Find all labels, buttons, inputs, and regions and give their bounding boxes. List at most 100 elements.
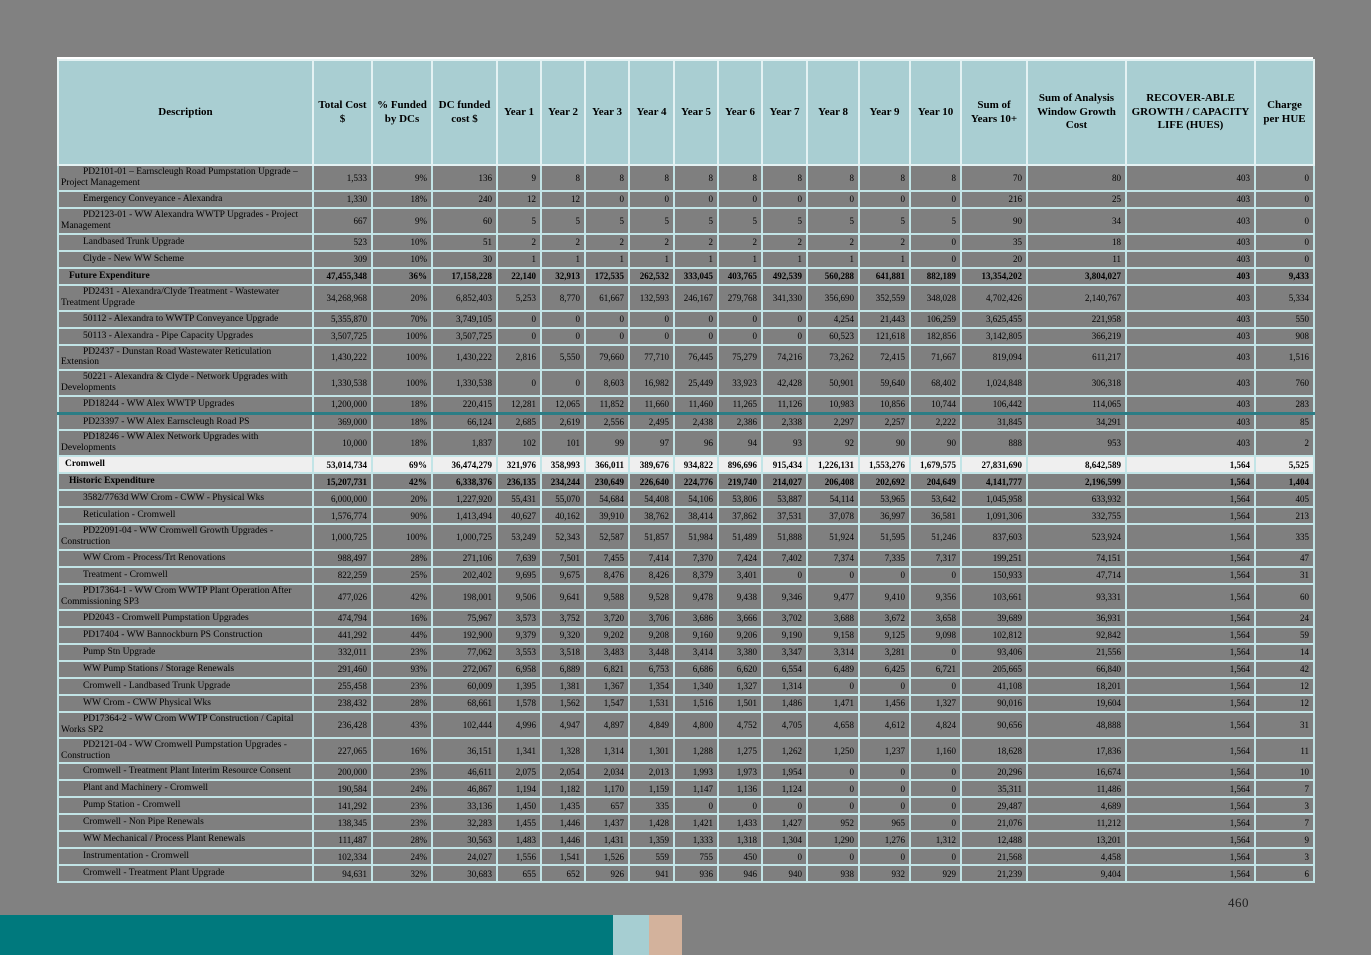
table-cell: 0 (858, 762, 911, 782)
row-description: PD2121-04 - WW Cromwell Pumpstation Upgr… (57, 736, 314, 765)
row-description: PD18244 - WW Alex WWTP Upgrades (57, 395, 314, 415)
column-header: Year 8 (806, 59, 860, 166)
table-cell: 1,531 (628, 693, 675, 713)
table-cell: 1,091,306 (960, 506, 1028, 526)
table-cell: 138,345 (312, 813, 373, 833)
row-description: PD17404 - WW Bannockburn PS Construction (57, 625, 314, 645)
table-cell: 0 (584, 309, 630, 329)
table-row: Future Expenditure 47,455,348 36% 17,158,22… (57, 266, 1315, 286)
table-cell: 1,556 (496, 847, 542, 867)
table-cell: 240 (431, 189, 498, 209)
table-cell: 102,812 (960, 625, 1028, 645)
table-cell: 60,523 (806, 326, 860, 346)
table-cell: 321,976 (496, 455, 542, 475)
table-cell: 132,593 (628, 283, 675, 312)
table-cell: 1 (673, 249, 719, 269)
table-row: PD18246 - WW Alex Network Upgrades with … (57, 429, 1315, 458)
table-cell: 99 (584, 429, 630, 458)
table-cell: 36,151 (431, 736, 498, 765)
table-cell: 1,564 (1125, 830, 1256, 850)
table-cell: 60,009 (431, 676, 498, 696)
table-cell: 4,849 (628, 710, 675, 739)
table-cell: 2,816 (496, 343, 542, 372)
table-cell: 69% (371, 455, 433, 475)
table-cell: 1,564 (1125, 489, 1256, 509)
table-cell: 1,275 (717, 736, 763, 765)
table-cell: 6 (1254, 864, 1315, 884)
table-cell: 136 (431, 164, 498, 192)
table-cell: 5 (628, 206, 675, 235)
table-cell: 3,752 (540, 608, 586, 628)
table-cell: 54,114 (806, 489, 860, 509)
table-cell: 819,094 (960, 343, 1028, 372)
table-cell: 9% (371, 206, 433, 235)
header-row: Description Total Cost $% Funded by DCs DC… (57, 59, 1315, 166)
table-cell: 52,343 (540, 523, 586, 551)
table-cell: 523,924 (1026, 523, 1127, 551)
table-cell: 106,259 (909, 309, 962, 329)
table-cell: 9,438 (717, 582, 763, 611)
table-cell: 1,456 (858, 693, 911, 713)
table-cell: 13,354,202 (960, 266, 1028, 286)
table-cell: 550 (1254, 309, 1315, 329)
table-cell: 79,660 (584, 343, 630, 372)
table-row: PD17404 - WW Bannockburn PS Construction… (57, 625, 1315, 645)
table-cell: 1,486 (761, 693, 808, 713)
table-cell: 51,246 (909, 523, 962, 551)
table-cell: 90 (858, 429, 911, 458)
table-cell: 4,658 (806, 710, 860, 739)
table-cell: 6,852,403 (431, 283, 498, 312)
table-cell: 3,706 (628, 608, 675, 628)
table-cell: 0 (717, 326, 763, 346)
table-cell: 70% (371, 309, 433, 329)
table-cell: 150,933 (960, 565, 1028, 585)
table-cell: 1,954 (761, 762, 808, 782)
table-cell: 1,564 (1125, 472, 1256, 492)
table-cell: 1,437 (584, 813, 630, 833)
table-cell: 2,222 (909, 412, 962, 432)
table-cell: 1,290 (806, 830, 860, 850)
table-cell: 633,932 (1026, 489, 1127, 509)
table-cell: 12,488 (960, 830, 1028, 850)
table-cell: 0 (806, 796, 860, 816)
table-cell: 405 (1254, 489, 1315, 509)
table-cell: 1,354 (628, 676, 675, 696)
table-cell: 141,292 (312, 796, 373, 816)
table-cell: 51,888 (761, 523, 808, 551)
table-cell: 1,327 (717, 676, 763, 696)
table-cell: 6,000,000 (312, 489, 373, 509)
row-description: WW Pump Stations / Storage Renewals (57, 659, 314, 679)
table-cell: 204,649 (909, 472, 962, 492)
row-description: Historic Expenditure (57, 472, 314, 492)
table-cell: 29,487 (960, 796, 1028, 816)
table-cell: 450 (717, 847, 763, 867)
table-cell: 11 (1254, 736, 1315, 765)
row-description: Plant and Machinery - Cromwell (57, 779, 314, 799)
table-cell: 30,563 (431, 830, 498, 850)
row-description: 3582/7763d WW Crom - CWW - Physical Wks (57, 489, 314, 509)
table-cell: 0 (806, 762, 860, 782)
table-cell: 2 (761, 232, 808, 252)
table-cell: 0 (761, 796, 808, 816)
table-cell: 74,216 (761, 343, 808, 372)
table-cell: 0 (806, 676, 860, 696)
row-description: Cromwell (57, 455, 314, 475)
page-number: 460 (1228, 895, 1249, 910)
column-header: Year 1 (496, 59, 542, 166)
table-cell: 90 (960, 206, 1028, 235)
table-cell: 53,887 (761, 489, 808, 509)
table-cell: 5 (806, 206, 860, 235)
row-description: Instrumentation - Cromwell (57, 847, 314, 867)
cost-table: Description Total Cost $% Funded by DCs DC… (57, 59, 1315, 884)
table-cell: 7,374 (806, 548, 860, 568)
table-cell: 200,000 (312, 762, 373, 782)
column-header: Total Cost $ (312, 59, 373, 166)
table-cell: 5,550 (540, 343, 586, 372)
table-row: Historic Expenditure 15,207,731 42% 6,338,3… (57, 472, 1315, 492)
table-cell: 216 (960, 189, 1028, 209)
table-cell: 7,402 (761, 548, 808, 568)
table-row: Emergency Conveyance - Alexandra 1,330 18%… (57, 189, 1315, 209)
table-cell: 1,837 (431, 429, 498, 458)
column-header: Year 4 (628, 59, 675, 166)
table-cell: 54,106 (673, 489, 719, 509)
